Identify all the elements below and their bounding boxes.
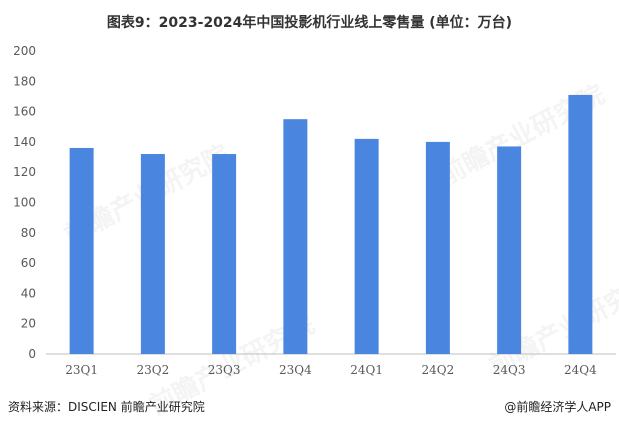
source-note: 资料来源：DISCIEN 前瞻产业研究院 [8,400,205,414]
x-tick-label: 23Q1 [65,363,98,377]
bar [140,154,165,354]
y-tick-label: 140 [13,135,36,149]
x-tick-label: 24Q1 [350,363,383,377]
brand-credit: @前瞻经济学人APP [504,400,611,414]
bar [69,147,94,354]
y-tick-label: 80 [21,226,36,240]
y-tick-label: 60 [21,256,36,270]
chart-title: 图表9：2023-2024年中国投影机行业线上零售量 (单位：万台) [106,15,513,31]
x-tick-label: 23Q3 [208,363,241,377]
bar [283,119,308,354]
bar [497,146,522,354]
y-tick-label: 200 [13,44,36,58]
y-tick-label: 120 [13,165,36,179]
y-tick-label: 0 [28,347,36,361]
x-tick-label: 23Q4 [279,363,312,377]
x-tick-label: 24Q3 [493,363,526,377]
x-tick-label: 24Q4 [564,363,597,377]
y-tick-label: 20 [21,317,36,331]
y-tick-label: 180 [13,74,36,88]
bar [354,138,379,354]
x-tick-label: 23Q2 [137,363,170,377]
y-tick-label: 40 [21,286,36,300]
bar [425,141,450,354]
y-tick-label: 100 [13,196,36,210]
x-tick-label: 24Q2 [422,363,455,377]
bar [212,154,237,354]
y-tick-label: 160 [13,105,36,119]
bar [568,94,593,354]
